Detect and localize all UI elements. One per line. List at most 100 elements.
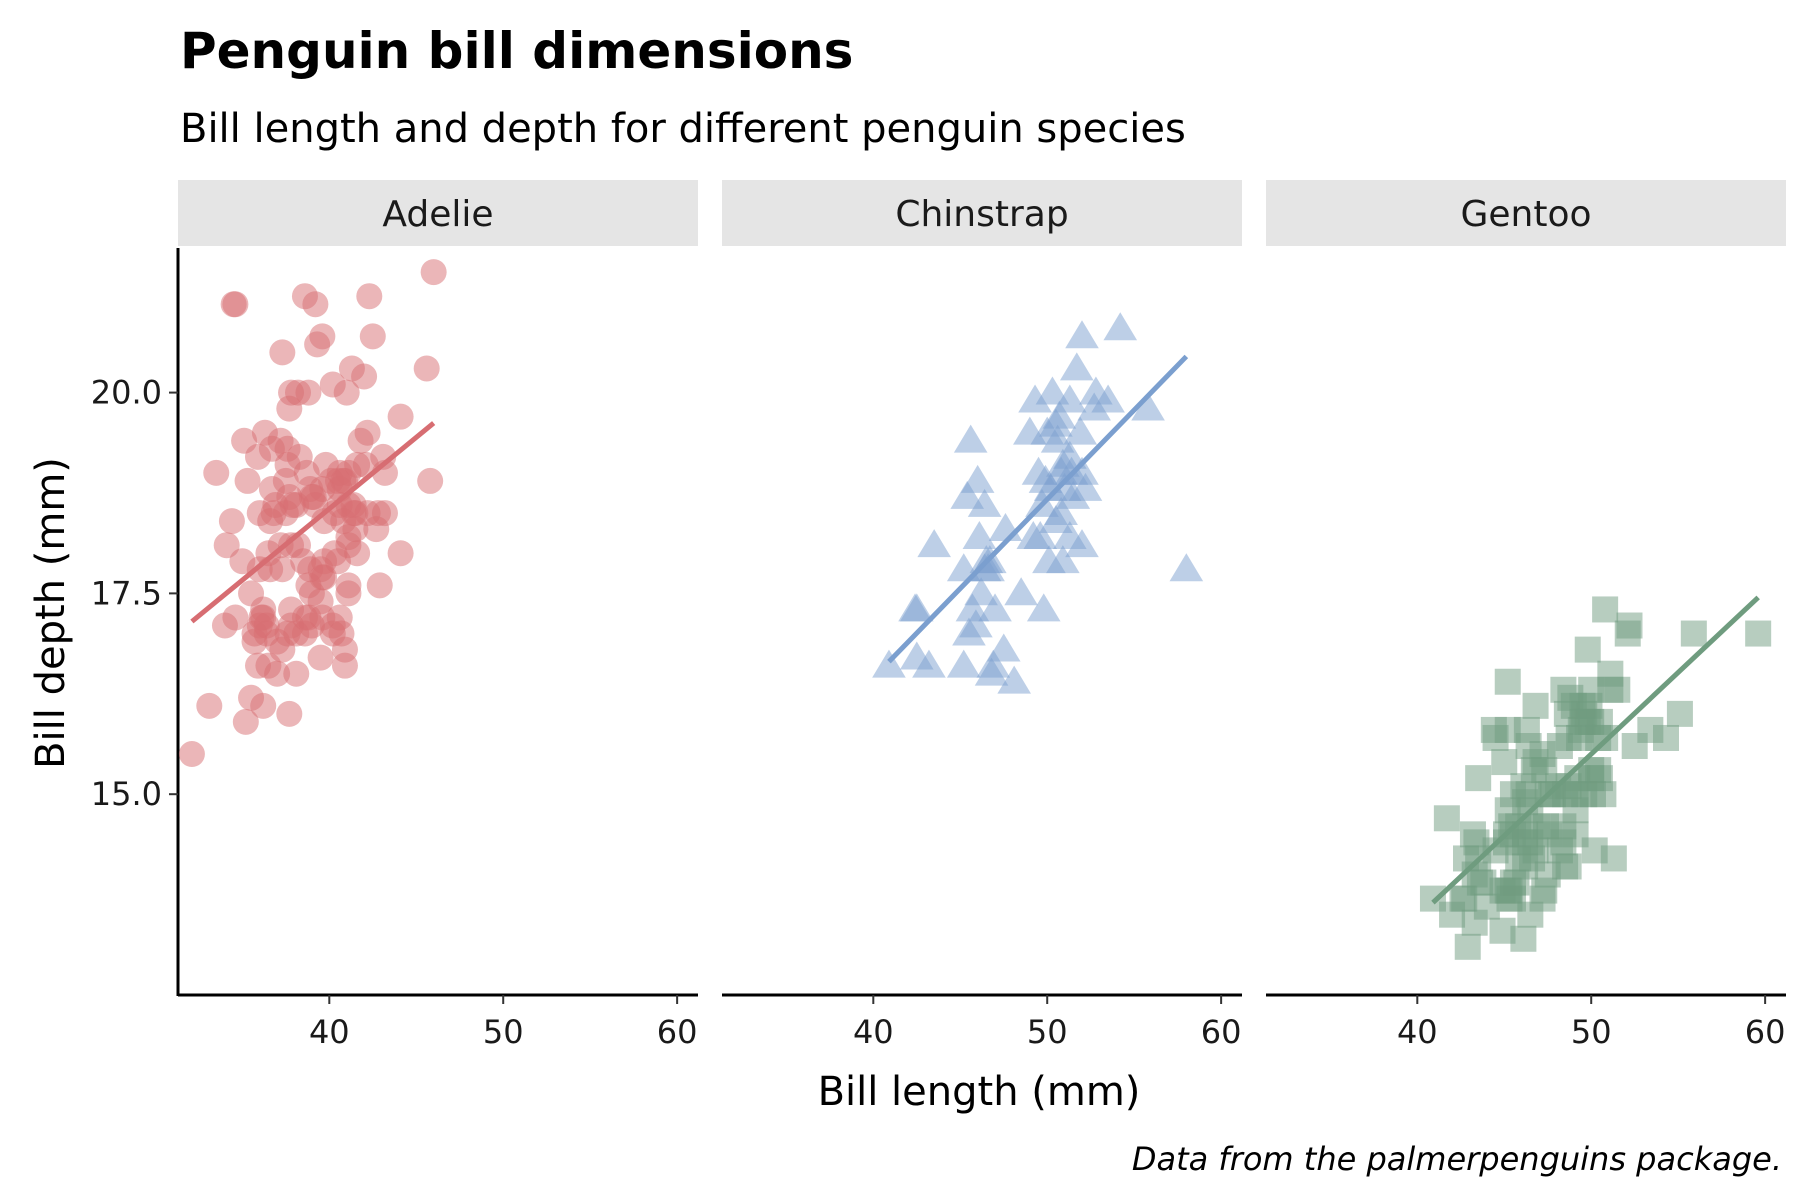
facet-strip (1266, 180, 1786, 246)
data-point (1063, 416, 1098, 445)
data-point (950, 480, 985, 509)
x-tick-label: 50 (483, 1013, 524, 1051)
data-point (351, 363, 378, 390)
data-point (1555, 853, 1582, 880)
data-point (1040, 424, 1075, 453)
data-point (1510, 925, 1537, 952)
data-point (269, 339, 296, 366)
data-point (1131, 392, 1165, 421)
data-point (912, 649, 946, 678)
data-point (959, 609, 993, 638)
data-point (1065, 320, 1099, 349)
data-point (344, 540, 371, 567)
data-point (417, 467, 444, 494)
caption: Data from the palmerpenguins package. (1132, 1140, 1782, 1178)
data-point (976, 649, 1011, 678)
data-point (222, 291, 249, 318)
x-tick-label: 40 (853, 1013, 894, 1051)
data-point (1745, 620, 1772, 647)
data-point (1454, 933, 1481, 960)
data-point (1068, 472, 1103, 501)
trend-line (1431, 595, 1760, 905)
data-point (232, 708, 259, 735)
data-point (1018, 384, 1052, 413)
facet-strip-label: Chinstrap (895, 194, 1068, 235)
data-point (1653, 724, 1679, 751)
data-point (1600, 845, 1627, 872)
data-point (1465, 765, 1492, 792)
data-point (1604, 676, 1631, 703)
data-point (413, 355, 440, 382)
data-point (366, 572, 393, 599)
data-point (1169, 553, 1204, 582)
y-tick-label: 17.5 (91, 574, 162, 612)
y-axis-title: Bill depth (mm) (28, 457, 74, 769)
data-point (1574, 636, 1601, 663)
data-point (331, 636, 358, 663)
data-point (269, 556, 296, 583)
facet-panel-gentoo: Gentoo 40 50 60 (1266, 180, 1786, 1051)
data-point (1004, 577, 1038, 606)
data-point (222, 604, 249, 631)
data-point (276, 700, 303, 727)
x-tick-label: 60 (1745, 1013, 1786, 1051)
data-point (899, 593, 934, 622)
data-point (946, 649, 981, 678)
data-point (178, 741, 205, 768)
data-point (1026, 593, 1061, 622)
data-point (978, 593, 1012, 622)
data-point (309, 323, 336, 350)
data-point (1053, 440, 1087, 469)
data-point (1059, 352, 1094, 381)
data-point (1044, 496, 1078, 525)
data-point (283, 660, 310, 687)
data-point (1666, 700, 1693, 727)
data-point (1522, 692, 1549, 719)
data-point (1433, 805, 1460, 832)
data-point (917, 529, 951, 558)
data-point (1680, 620, 1707, 647)
facet-strip-label: Adelie (382, 194, 493, 235)
data-point (1065, 529, 1099, 558)
x-tick-label: 60 (657, 1013, 698, 1051)
y-tick-label: 20.0 (91, 374, 162, 412)
data-point (1035, 376, 1070, 405)
data-point (1053, 384, 1087, 413)
data-point (387, 403, 414, 430)
data-point (354, 419, 381, 446)
data-point (955, 593, 990, 622)
data-point (1046, 545, 1080, 574)
data-point (997, 665, 1031, 694)
data-point (356, 283, 383, 310)
data-point (1494, 668, 1521, 695)
data-point (250, 692, 277, 719)
data-point (967, 488, 1002, 517)
data-point (218, 508, 245, 535)
trend-line (190, 421, 436, 624)
data-point (1590, 781, 1617, 808)
data-point (1103, 312, 1138, 341)
data-point (234, 467, 261, 494)
facet-panel-adelie: Adelie 40 50 60 (178, 180, 698, 1051)
facet-strip (722, 180, 1242, 246)
data-point (986, 633, 1021, 662)
data-point (335, 572, 362, 599)
data-point (1616, 612, 1643, 639)
x-tick-label: 40 (1397, 1013, 1438, 1051)
data-point (1023, 521, 1058, 550)
data-point (333, 379, 360, 406)
data-point (962, 521, 997, 550)
x-tick-label: 50 (1027, 1013, 1068, 1051)
x-tick-label: 60 (1201, 1013, 1242, 1051)
data-point (960, 464, 995, 493)
facet-panel-chinstrap: Chinstrap 40 50 60 (722, 180, 1242, 1051)
data-point (264, 660, 291, 687)
data-point (872, 649, 906, 678)
data-point (420, 259, 447, 286)
facet-strip-label: Gentoo (1460, 194, 1591, 235)
data-point (302, 291, 329, 318)
data-point (359, 323, 386, 350)
data-point (371, 500, 398, 527)
y-tick-label: 15.0 (91, 775, 162, 813)
